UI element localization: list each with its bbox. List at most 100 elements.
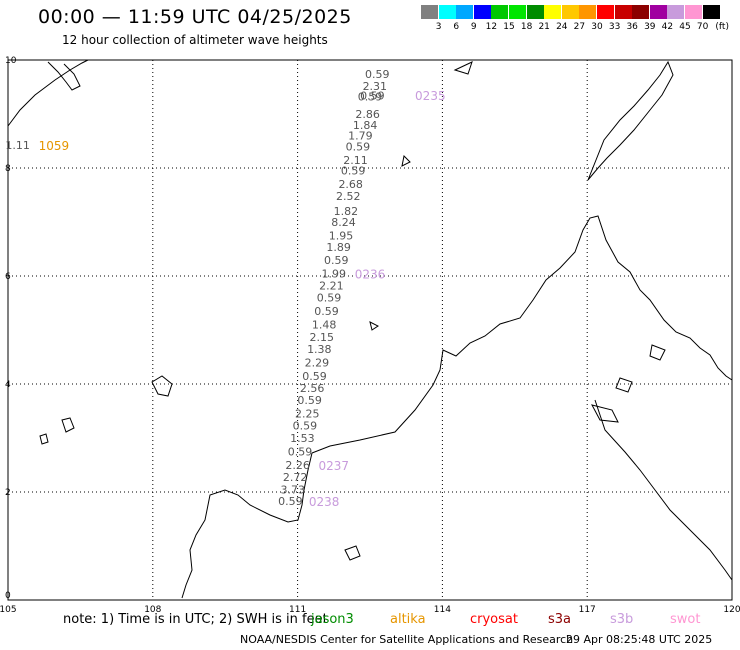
- swh-observations: 0.592.310.590.592.861.841.790.592.110.59…: [5, 68, 389, 508]
- swh-value: 2.21: [319, 280, 344, 293]
- swh-value: 8.24: [331, 216, 356, 229]
- swh-value: 1.82: [334, 205, 359, 218]
- swh-value: 0.59: [317, 292, 342, 305]
- x-tick-label: 114: [434, 605, 451, 615]
- anambas-islands: [39, 417, 75, 445]
- swh-value: 0.59: [358, 91, 383, 104]
- pass-id-label: 1059: [39, 139, 70, 153]
- natuna-island: [151, 375, 173, 397]
- swh-value: 2.26: [285, 459, 310, 472]
- swh-value: 2.31: [363, 80, 388, 93]
- swh-value: 0.59: [297, 394, 322, 407]
- swh-value: 0.59: [288, 446, 313, 459]
- borneo-coast: [311, 215, 733, 454]
- reef-1: [453, 61, 473, 75]
- swh-value: 1.99: [322, 267, 347, 280]
- graticule: [8, 60, 732, 600]
- colorbar-tick-label: 30: [591, 22, 603, 32]
- colorbar-swatch: [509, 5, 526, 19]
- colorbar-swatch: [526, 5, 544, 19]
- colorbar-swatch: [456, 5, 474, 19]
- pass-id-label: 0237: [319, 459, 350, 473]
- colorbar-tick-label: 33: [608, 22, 621, 32]
- colorbar-swatch: [421, 5, 438, 19]
- swh-value: 2.15: [309, 331, 334, 344]
- pass-id-label: 0238: [309, 495, 340, 509]
- indochina-coast: [7, 59, 89, 127]
- colorbar-swatch: [667, 5, 685, 19]
- map-frame: [7, 59, 733, 601]
- pass-labels: 0235 0236 0237 0238 1059: [39, 89, 446, 509]
- reef-2: [344, 545, 361, 561]
- x-tick-label: 111: [289, 605, 306, 615]
- pass-id-label: 0235: [415, 89, 446, 103]
- swh-value: 0.59: [341, 165, 366, 178]
- swh-value: 2.11: [343, 154, 368, 167]
- colorbar-swatch: [544, 5, 562, 19]
- colorbar-swatch: [597, 5, 614, 19]
- colorbar-tick-label: 24: [556, 22, 568, 32]
- y-tick-label: 0: [5, 591, 11, 601]
- colorbar-tick-label: 21: [538, 22, 550, 32]
- y-tick-label: 8: [5, 164, 11, 174]
- page-subtitle: 12 hour collection of altimeter wave hei…: [62, 33, 328, 47]
- colorbar-swatch: [491, 5, 509, 19]
- swh-value: 0.59: [278, 495, 303, 508]
- colorbar-swatch: [702, 5, 720, 19]
- colorbar-tick-label: 18: [520, 22, 533, 32]
- colorbar-swatch: [579, 5, 597, 19]
- colorbar-tick-label: 27: [573, 22, 586, 32]
- swh-value: 2.29: [305, 356, 330, 369]
- colorbar-tick-label: 6: [453, 22, 460, 32]
- swh-value: 1.95: [329, 230, 354, 243]
- colorbar-tick-label: 42: [661, 22, 674, 32]
- sarawak-coast: [181, 452, 313, 599]
- colorbar-tick-label: 12: [485, 22, 498, 32]
- x-tick-label: 108: [144, 605, 161, 615]
- y-tick-label: 10: [5, 56, 17, 66]
- y-tick-label: 4: [5, 380, 11, 390]
- reef-4: [401, 154, 411, 167]
- swh-value: 2.25: [295, 408, 320, 421]
- sabah-islands: [591, 344, 666, 423]
- satellite-legend-altika: altika: [390, 612, 426, 627]
- swh-value: 0.59: [360, 90, 385, 103]
- colorbar-swatch: [473, 5, 491, 19]
- colorbar-swatch: [649, 5, 667, 19]
- mekong-delta: [47, 61, 81, 91]
- satellite-legend-cryosat: cryosat: [470, 612, 518, 627]
- palawan-coast: [587, 60, 674, 181]
- swh-value: 0.59: [302, 370, 327, 383]
- swh-value: 1.38: [307, 343, 332, 356]
- swh-value: 2.52: [336, 190, 361, 203]
- swh-value: 2.86: [355, 108, 380, 121]
- colorbar-tick-label: 36: [626, 22, 638, 32]
- satellite-legend-swot: swot: [670, 612, 701, 627]
- swh-value: 1.84: [353, 119, 378, 132]
- satellite-legend-jason3: jason3: [311, 612, 354, 627]
- colorbar-unit: (ft): [715, 22, 729, 32]
- x-tick-label: 105: [0, 605, 17, 615]
- y-tick-label: 6: [5, 272, 11, 282]
- swh-value: 1.89: [326, 241, 351, 254]
- x-tick-label: 120: [723, 605, 740, 615]
- credit-line: NOAA/NESDIS Center for Satellite Applica…: [240, 633, 574, 646]
- swh-value: 2.72: [283, 471, 308, 484]
- swh-value: 1.53: [290, 432, 315, 445]
- swh-value: 0.59: [324, 254, 349, 267]
- pass-id-label: 0236: [355, 267, 386, 281]
- colorbar-swatch: [632, 5, 650, 19]
- colorbar-swatch: [561, 5, 579, 19]
- y-tick-label: 2: [5, 488, 11, 498]
- satellite-legend-s3b: s3b: [610, 612, 634, 627]
- generation-timestamp: 29 Apr 08:25:48 UTC 2025: [566, 633, 713, 646]
- page-title: 00:00 — 11:59 UTC 04/25/2025: [38, 6, 352, 28]
- swh-value: 1.48: [312, 319, 337, 332]
- swh-value: 1.79: [348, 130, 373, 143]
- swh-value: 0.59: [293, 420, 318, 433]
- colorbar-swatch: [614, 5, 632, 19]
- colorbar-swatch: [438, 5, 456, 19]
- swh-value: 3.73: [281, 483, 306, 496]
- footer-note: note: 1) Time is in UTC; 2) SWH is in fe…: [63, 612, 328, 627]
